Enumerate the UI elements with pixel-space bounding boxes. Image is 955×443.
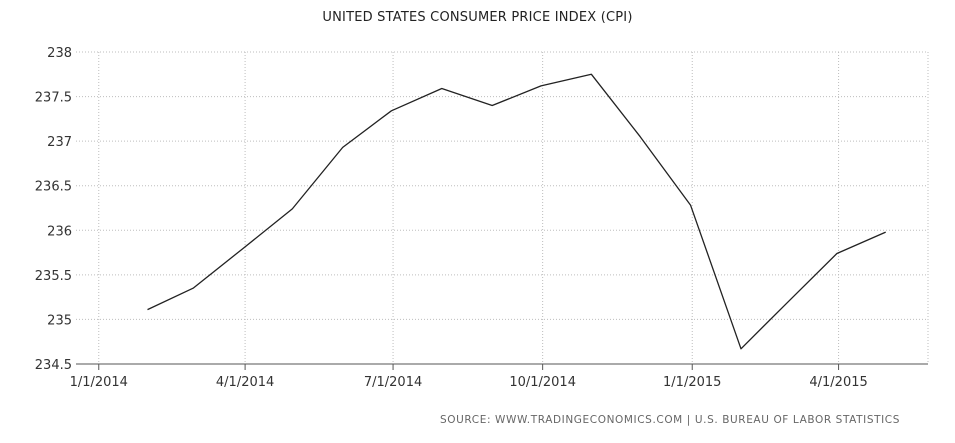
source-caption: SOURCE: WWW.TRADINGECONOMICS.COM | U.S. … (440, 414, 900, 426)
cpi-data-point (589, 72, 594, 77)
y-tick-label: 238 (47, 46, 72, 61)
y-tick-label: 237 (47, 135, 72, 150)
cpi-data-point (490, 103, 495, 108)
cpi-data-point (389, 108, 394, 113)
cpi-data-point (638, 134, 643, 139)
cpi-data-point (145, 307, 150, 312)
cpi-data-point (439, 86, 444, 91)
x-tick-label: 1/1/2014 (70, 375, 128, 390)
cpi-data-point (688, 203, 693, 208)
cpi-data-point (834, 251, 839, 256)
cpi-data-point (539, 83, 544, 88)
y-tick-label: 237.5 (35, 91, 72, 106)
y-tick-label: 235.5 (35, 269, 72, 284)
y-tick-label: 235 (47, 313, 72, 328)
cpi-data-point (739, 346, 744, 351)
y-tick-label: 236.5 (35, 180, 72, 195)
cpi-data-point (784, 301, 789, 306)
cpi-data-point (290, 206, 295, 211)
x-tick-label: 4/1/2015 (809, 375, 867, 390)
x-tick-label: 4/1/2014 (216, 375, 274, 390)
x-tick-label: 1/1/2015 (663, 375, 721, 390)
cpi-data-point (340, 145, 345, 150)
y-tick-label: 234.5 (35, 358, 72, 373)
cpi-data-point (241, 246, 246, 251)
x-tick-label: 7/1/2014 (364, 375, 422, 390)
chart-title: UNITED STATES CONSUMER PRICE INDEX (CPI) (322, 10, 633, 25)
y-tick-label: 236 (47, 224, 72, 239)
cpi-data-point (191, 286, 196, 291)
cpi-series-line (147, 73, 886, 350)
cpi-data-point (883, 230, 888, 235)
x-tick-label: 10/1/2014 (509, 375, 576, 390)
